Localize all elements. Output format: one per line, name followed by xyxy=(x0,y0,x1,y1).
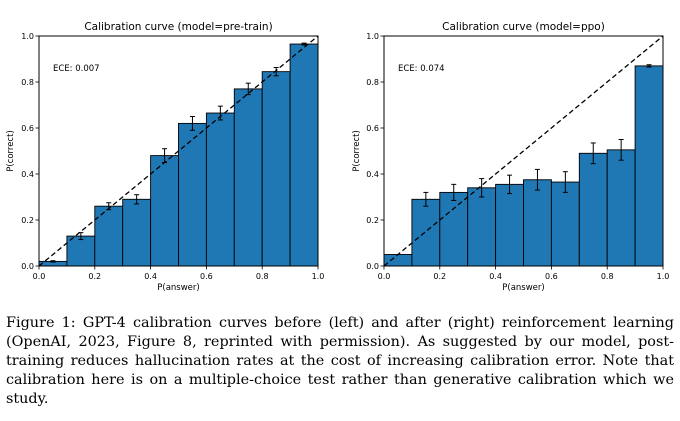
bar-ppo-7 xyxy=(578,152,608,267)
y-tick-label-pretrain-4: 0.8 xyxy=(21,78,34,87)
error-bar-ppo-6 xyxy=(562,171,568,193)
bars-ppo xyxy=(383,65,664,267)
y-tick-label-pretrain-3: 0.6 xyxy=(21,124,34,133)
x-tick-label-ppo-5: 1.0 xyxy=(657,272,670,281)
bar-ppo-2 xyxy=(439,191,469,267)
y-ticks-pretrain: 0.0 0.2 0.4 0.6 0.8 1.0 xyxy=(21,32,39,271)
error-bars-ppo xyxy=(423,64,652,207)
y-tick-label-ppo-2: 0.4 xyxy=(366,170,379,179)
error-bar-ppo-1 xyxy=(423,191,429,207)
error-bar-pretrain-5 xyxy=(189,116,195,131)
error-bar-pretrain-6 xyxy=(217,105,223,121)
error-bar-ppo-5 xyxy=(534,168,540,191)
y-tick-label-pretrain-2: 0.4 xyxy=(21,170,34,179)
x-tick-label-ppo-2: 0.4 xyxy=(489,272,502,281)
bar-ppo-8 xyxy=(606,149,636,267)
x-tick-label-ppo-3: 0.6 xyxy=(545,272,558,281)
bar-ppo-0 xyxy=(383,254,413,267)
x-tick-label-pretrain-5: 1.0 xyxy=(312,272,325,281)
y-tick-label-ppo-3: 0.6 xyxy=(366,124,379,133)
bar-pretrain-8 xyxy=(261,71,291,267)
y-tick-label-pretrain-5: 1.0 xyxy=(21,32,34,41)
bar-ppo-1 xyxy=(411,198,441,267)
error-bar-pretrain-7 xyxy=(245,82,251,96)
bar-pretrain-3 xyxy=(122,198,152,267)
plot-frame-pretrain xyxy=(38,35,319,267)
error-bar-ppo-3 xyxy=(479,178,485,198)
bar-pretrain-6 xyxy=(205,112,235,267)
chart-title-pretrain: Calibration curve (model=pre-train) xyxy=(84,21,272,33)
ece-annotation-ppo: ECE: 0.074 xyxy=(398,64,445,74)
bar-pretrain-1 xyxy=(66,235,96,267)
bar-ppo-3 xyxy=(467,187,497,267)
bar-ppo-4 xyxy=(495,183,524,267)
error-bar-ppo-8 xyxy=(618,139,624,161)
error-bar-pretrain-0 xyxy=(50,260,56,263)
error-bar-ppo-9 xyxy=(646,64,652,68)
error-bar-ppo-4 xyxy=(507,174,513,195)
diagonal-line-ppo xyxy=(383,35,664,267)
y-tick-label-ppo-1: 0.2 xyxy=(366,216,379,225)
bar-pretrain-9 xyxy=(289,43,319,267)
x-tick-label-ppo-0: 0.0 xyxy=(378,272,391,281)
error-bar-pretrain-3 xyxy=(134,194,140,205)
error-bar-ppo-7 xyxy=(590,142,596,165)
y-tick-label-ppo-4: 0.8 xyxy=(366,78,379,87)
figure-caption: Figure 1: GPT-4 calibration curves befor… xyxy=(6,315,674,407)
y-tick-label-pretrain-0: 0.0 xyxy=(21,262,34,271)
y-tick-label-pretrain-1: 0.2 xyxy=(21,216,34,225)
diagonal-line-pretrain xyxy=(38,35,319,267)
x-axis-label-ppo: P(answer) xyxy=(502,283,544,293)
bar-ppo-9 xyxy=(634,65,664,267)
x-tick-label-pretrain-3: 0.6 xyxy=(200,272,213,281)
y-axis-label-ppo: P(correct) xyxy=(352,130,362,172)
x-tick-label-pretrain-1: 0.2 xyxy=(88,272,101,281)
error-bar-pretrain-8 xyxy=(273,67,279,77)
plot-frame-ppo xyxy=(383,35,664,267)
y-tick-label-ppo-0: 0.0 xyxy=(366,262,379,271)
x-tick-label-pretrain-0: 0.0 xyxy=(33,272,46,281)
x-tick-label-ppo-4: 0.8 xyxy=(601,272,614,281)
error-bar-ppo-2 xyxy=(451,183,457,201)
bar-pretrain-7 xyxy=(233,88,263,267)
chart-ppo: 0.0 0.2 0.4 0.6 0.8 1.0 0.0 0.2 0.4 0.6 0.8 1.0 Ca… xyxy=(352,21,669,293)
bar-pretrain-2 xyxy=(94,205,124,267)
x-tick-label-pretrain-4: 0.8 xyxy=(256,272,269,281)
calibration-figure: 0.0 0.2 0.4 0.6 0.8 1.0 0.0 0.2 0.4 0.6 0.8 1.0 Ca… xyxy=(6,21,669,293)
chart-title-ppo: Calibration curve (model=ppo) xyxy=(442,21,605,33)
chart-pretrain: 0.0 0.2 0.4 0.6 0.8 1.0 0.0 0.2 0.4 0.6 0.8 1.0 Ca… xyxy=(6,21,324,293)
bar-pretrain-5 xyxy=(178,122,207,267)
error-bar-pretrain-9 xyxy=(301,42,307,46)
x-tick-label-ppo-1: 0.2 xyxy=(433,272,446,281)
bar-ppo-6 xyxy=(550,181,580,267)
y-ticks-ppo: 0.0 0.2 0.4 0.6 0.8 1.0 xyxy=(366,32,384,271)
x-ticks-pretrain: 0.0 0.2 0.4 0.6 0.8 1.0 xyxy=(33,266,325,281)
bar-pretrain-4 xyxy=(150,155,179,267)
x-axis-label-pretrain: P(answer) xyxy=(157,283,199,293)
y-tick-label-ppo-5: 1.0 xyxy=(366,32,379,41)
x-ticks-ppo: 0.0 0.2 0.4 0.6 0.8 1.0 xyxy=(378,266,670,281)
y-axis-label-pretrain: P(correct) xyxy=(6,130,16,172)
bar-ppo-5 xyxy=(523,179,552,267)
ece-annotation-pretrain: ECE: 0.007 xyxy=(53,64,100,74)
x-tick-label-pretrain-2: 0.4 xyxy=(144,272,157,281)
